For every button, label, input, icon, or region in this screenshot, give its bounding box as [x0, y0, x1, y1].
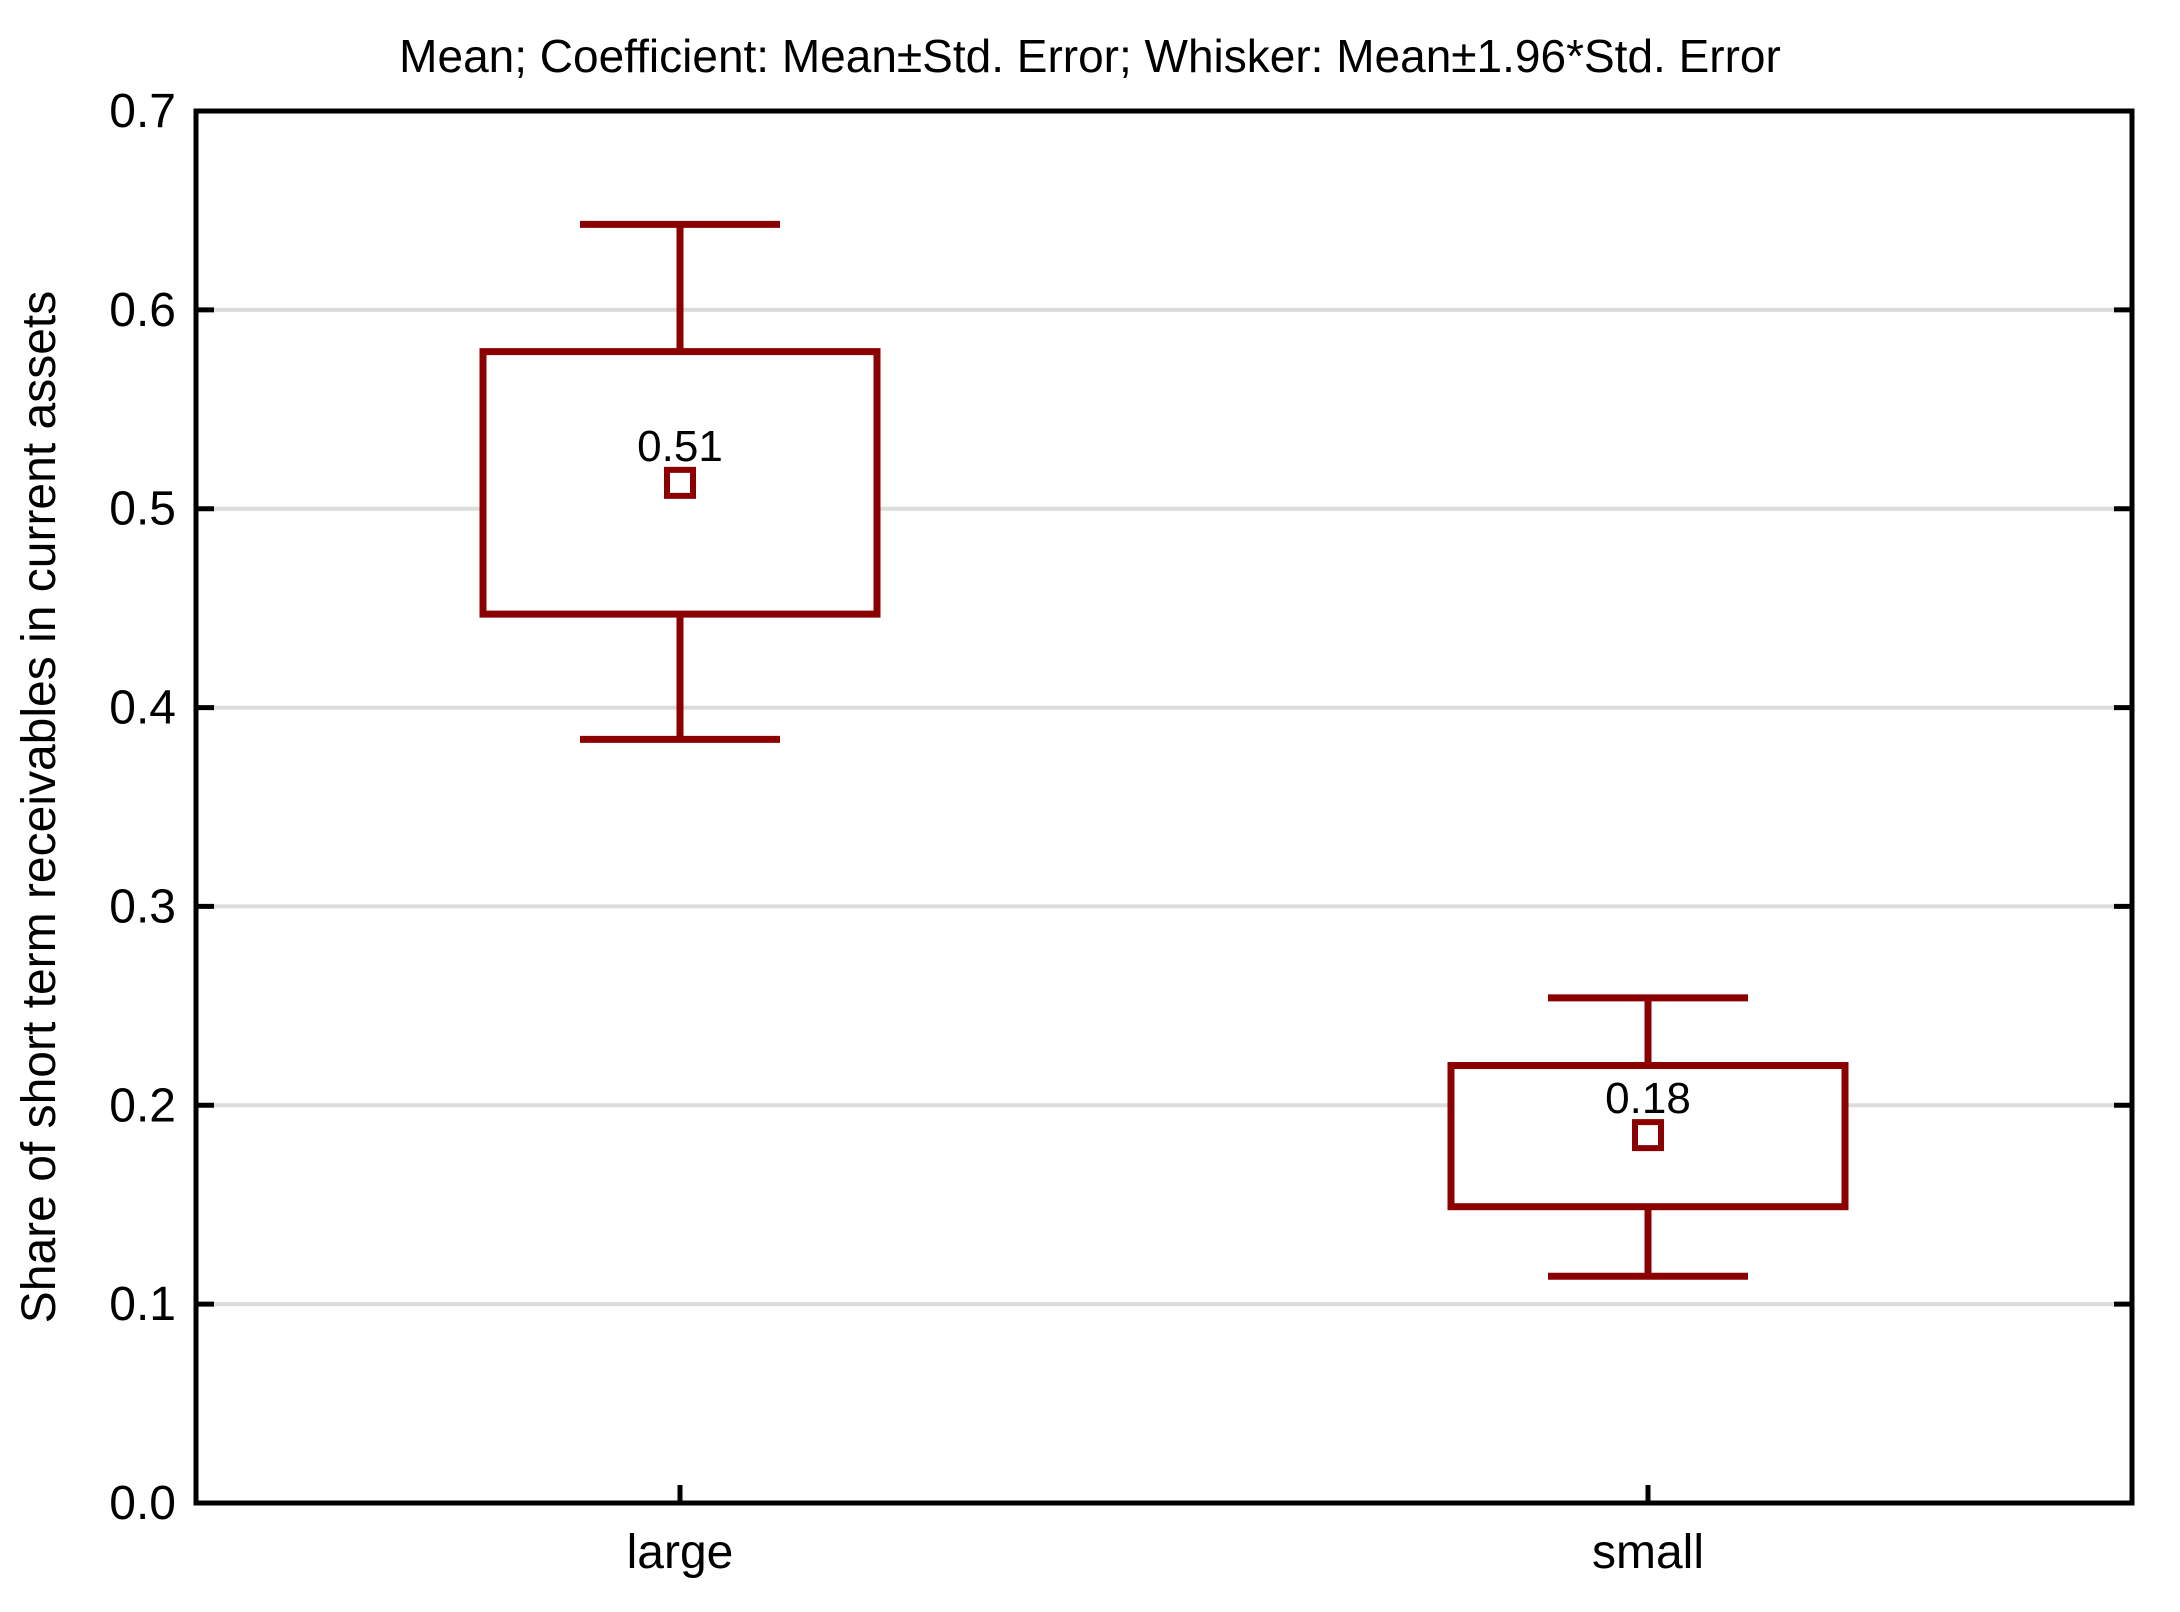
- mean-marker: [1632, 1119, 1664, 1152]
- mean-value-label: 0.18: [1605, 1074, 1691, 1123]
- y-tick-label: 0.5: [109, 483, 176, 536]
- y-tick-label: 0.1: [109, 1278, 176, 1331]
- mean-value-label: 0.51: [637, 422, 723, 471]
- x-category-label: large: [627, 1526, 734, 1579]
- y-tick-label: 0.0: [109, 1477, 176, 1530]
- y-tick-label: 0.3: [109, 880, 176, 933]
- y-tick-label: 0.2: [109, 1079, 176, 1132]
- x-category-label: small: [1592, 1526, 1704, 1579]
- y-tick-label: 0.4: [109, 682, 176, 735]
- y-tick-label: 0.6: [109, 284, 176, 337]
- plot-frame: [193, 108, 2135, 1506]
- box-series-large: 0.51: [479, 220, 881, 743]
- series-layer: 0.51 0.18: [479, 220, 1849, 1280]
- chart-title: Mean; Coefficient: Mean±Std. Error; Whis…: [399, 30, 1781, 82]
- y-tick-label: 0.7: [109, 85, 176, 138]
- y-axis-title: Share of short term receivables in curre…: [13, 291, 66, 1323]
- mean-marker: [664, 466, 696, 499]
- box-series-small: 0.18: [1447, 994, 1849, 1280]
- std-error-box: [479, 348, 881, 618]
- axis-layer: 0.0 0.1 0.2 0.3 0.4 0.5 0.6 0.7 large small: [109, 85, 2132, 1579]
